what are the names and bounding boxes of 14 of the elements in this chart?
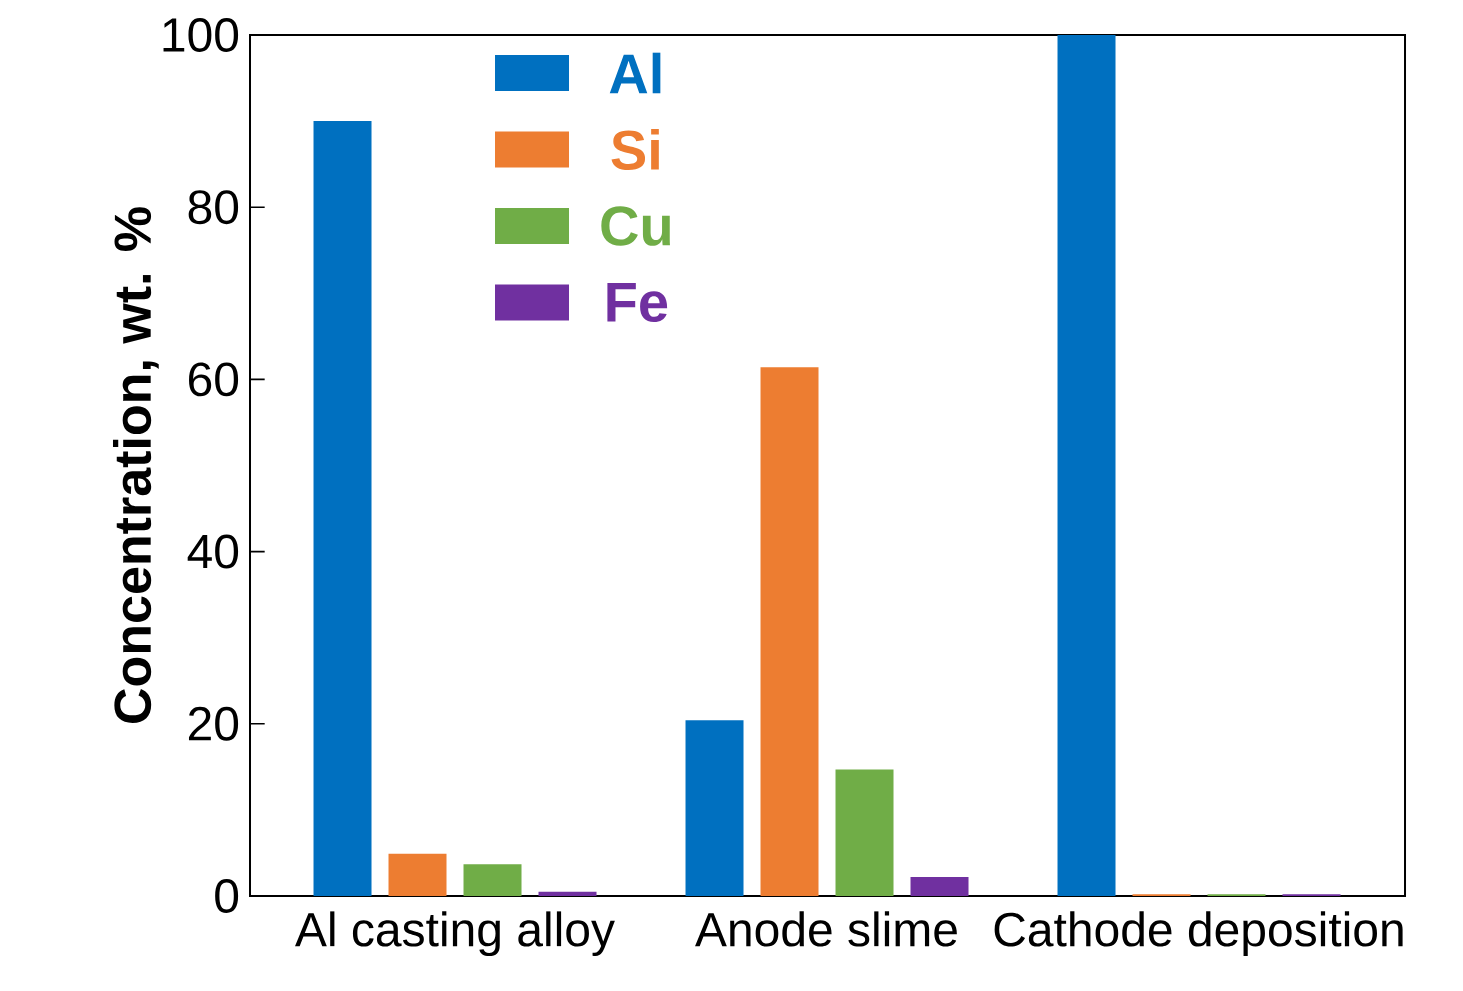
- legend-label: Cu: [601, 206, 670, 246]
- y-tick-label: 80: [188, 190, 239, 225]
- y-tick-label: 100: [163, 18, 239, 52]
- legend-label: Si: [611, 128, 659, 171]
- y-tick-label: 40: [187, 534, 239, 569]
- y-tick-label: 20: [188, 706, 239, 741]
- legend-label: Al: [609, 52, 661, 94]
- y-tick-label: 60: [189, 362, 239, 397]
- x-tick-label: Anode slime: [695, 911, 957, 947]
- y-tick-label: 0: [215, 879, 239, 913]
- x-tick-label: Al casting alloy: [295, 911, 615, 957]
- legend-label: Fe: [607, 282, 668, 323]
- y-axis-title: Concentration, wt. %: [112, 207, 159, 723]
- x-tick-label: Cathode deposition: [994, 911, 1403, 957]
